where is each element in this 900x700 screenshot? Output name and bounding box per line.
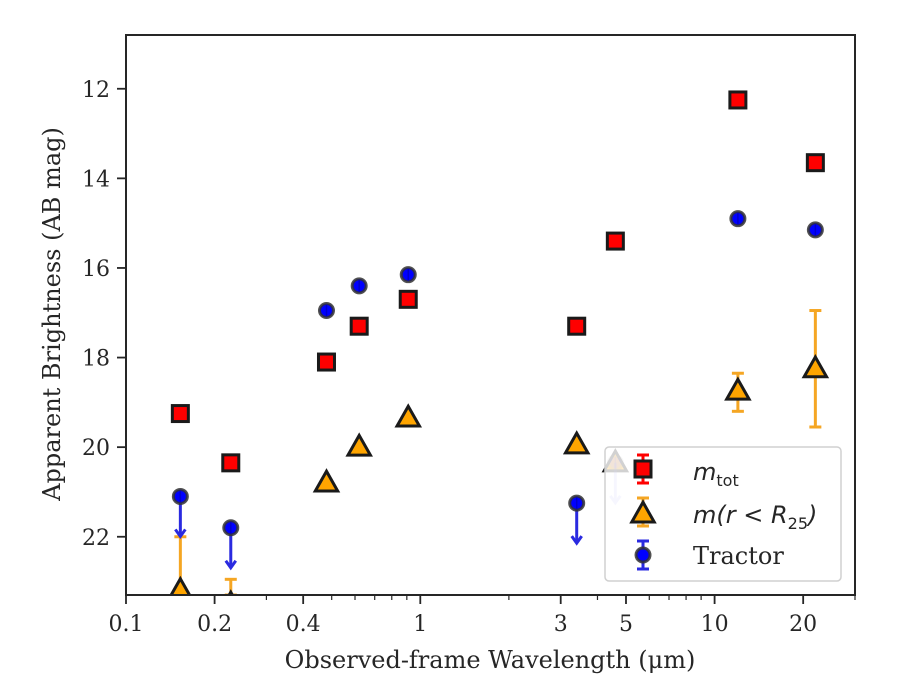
legend: mtot m(r < R25) Tractor — [604, 446, 842, 582]
triangle-point — [801, 353, 830, 379]
triangle-point — [312, 468, 341, 493]
x-tick-label: 5 — [619, 612, 633, 637]
square-point — [316, 352, 336, 372]
triangle-point — [169, 575, 192, 595]
y-tick-label: 16 — [82, 257, 110, 282]
y-tick-label: 14 — [82, 167, 110, 192]
square-point — [398, 289, 418, 309]
triangle-point — [562, 430, 591, 455]
triangle-point — [345, 432, 373, 457]
triangle-point — [394, 403, 423, 428]
square-point — [170, 404, 190, 424]
legend-marker-m-r25 — [629, 499, 657, 524]
square-point — [605, 231, 625, 251]
plot-frame — [125, 34, 856, 596]
square-point — [221, 453, 241, 473]
square-point — [567, 316, 587, 336]
y-tick-label: 20 — [82, 436, 110, 461]
x-tick-label: 3 — [554, 612, 568, 637]
square-point — [805, 153, 825, 173]
x-tick-label: 10 — [701, 612, 729, 637]
y-axis-ticks: 12 14 16 18 20 22 — [82, 78, 126, 551]
x-axis-ticks: 0.1 0.2 0.4 1 3 5 10 20 — [109, 595, 856, 637]
legend-label-tractor: Tractor — [693, 542, 784, 570]
x-tick-label: 1 — [413, 612, 427, 637]
legend-box — [604, 446, 842, 582]
y-tick-label: 22 — [82, 526, 110, 551]
legend-label-m-tot: mtot — [693, 458, 739, 490]
upper-limit-head — [570, 535, 583, 546]
y-tick-label: 12 — [82, 78, 110, 103]
x-tick-label: 0.2 — [197, 612, 232, 637]
plot-marks — [169, 90, 830, 595]
square-point — [349, 316, 369, 336]
square-point — [728, 90, 748, 110]
legend-marker-tractor — [634, 546, 652, 564]
x-tick-label: 0.4 — [286, 612, 321, 637]
y-axis-label: Apparent Brightness (AB mag) — [38, 127, 66, 502]
legend-label-m-r25: m(r < R25) — [693, 501, 817, 533]
x-tick-label: 20 — [789, 612, 817, 637]
x-tick-label: 0.1 — [109, 612, 144, 637]
y-tick-label: 18 — [82, 347, 110, 372]
legend-marker-m-tot — [633, 459, 653, 479]
upper-limit-head — [224, 559, 237, 571]
upper-limit-head — [174, 528, 187, 540]
triangle-point — [724, 376, 752, 401]
x-axis-label: Observed-frame Wavelength (μm) — [285, 646, 696, 674]
